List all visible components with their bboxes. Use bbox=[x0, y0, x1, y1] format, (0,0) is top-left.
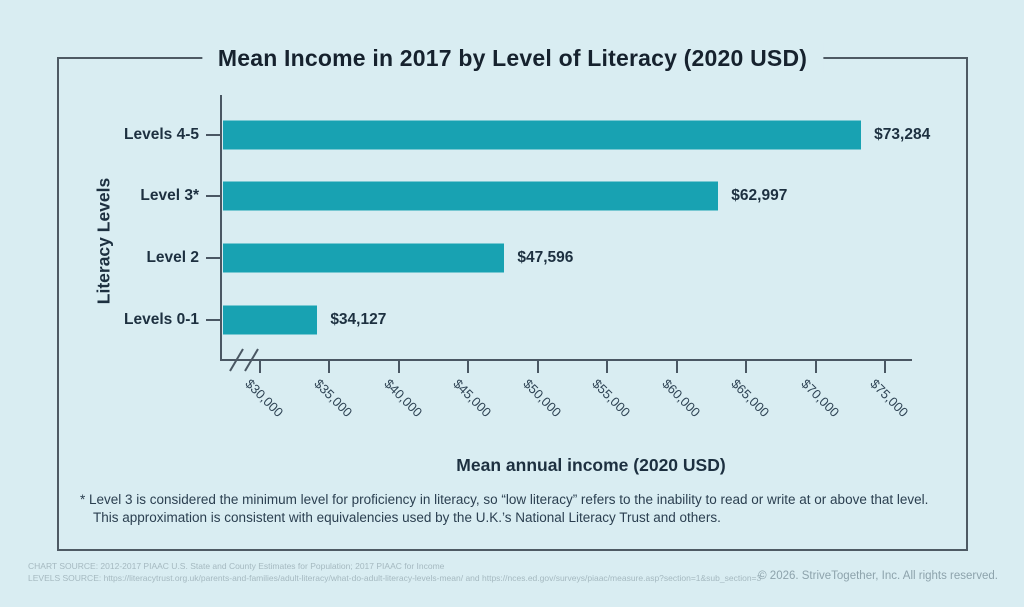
axis-break-icon bbox=[229, 348, 259, 372]
chart-source-note: CHART SOURCE: 2012-2017 PIAAC U.S. State… bbox=[28, 561, 445, 571]
category-label: Levels 0-1 bbox=[124, 310, 199, 328]
category-label: Levels 4-5 bbox=[124, 125, 199, 143]
bar bbox=[223, 120, 862, 149]
value-label: $34,127 bbox=[330, 310, 387, 328]
x-tick bbox=[259, 360, 261, 373]
y-axis-line bbox=[220, 95, 222, 361]
x-tick bbox=[397, 360, 400, 373]
value-label: $47,596 bbox=[517, 249, 574, 266]
levels-source-note: LEVELS SOURCE: https://literacytrust.org… bbox=[28, 572, 762, 583]
x-axis-line bbox=[220, 359, 912, 361]
footnote: * Level 3 is considered the minimum leve… bbox=[80, 491, 960, 526]
bar bbox=[223, 305, 318, 334]
category-tick bbox=[206, 195, 221, 197]
x-tick bbox=[814, 360, 817, 373]
x-tick bbox=[745, 360, 748, 373]
x-tick bbox=[606, 360, 609, 373]
x-axis-title: Mean annual income (2020 USD) bbox=[456, 455, 726, 475]
footnote-line-2: This approximation is consistent with eq… bbox=[93, 509, 721, 525]
value-label: $62,997 bbox=[731, 187, 788, 204]
plot-area: Levels 4-5 $73,284 Level 3* $62,997 Level 2 $… bbox=[59, 59, 966, 549]
copyright-notice: © 2026. StriveTogether, Inc. All rights … bbox=[758, 570, 998, 582]
chart-card: Mean Income in 2017 by Level of Literacy… bbox=[57, 43, 968, 551]
value-label: $73,284 bbox=[874, 125, 931, 143]
category-label: Level 2 bbox=[146, 249, 199, 266]
x-tick bbox=[675, 360, 678, 373]
category-tick bbox=[206, 318, 221, 321]
x-tick bbox=[536, 360, 539, 373]
bar bbox=[223, 243, 505, 273]
chart-title: Mean Income in 2017 by Level of Literacy… bbox=[201, 43, 824, 73]
source-notes: CHART SOURCE: 2012-2017 PIAAC U.S. State… bbox=[28, 561, 761, 584]
footnote-line-1: * Level 3 is considered the minimum leve… bbox=[80, 492, 929, 507]
bar bbox=[223, 181, 719, 211]
category-label: Level 3* bbox=[140, 187, 199, 204]
category-tick bbox=[206, 133, 221, 136]
category-tick bbox=[206, 257, 221, 259]
x-tick bbox=[328, 360, 331, 373]
x-tick bbox=[467, 360, 470, 373]
x-tick bbox=[884, 360, 886, 373]
